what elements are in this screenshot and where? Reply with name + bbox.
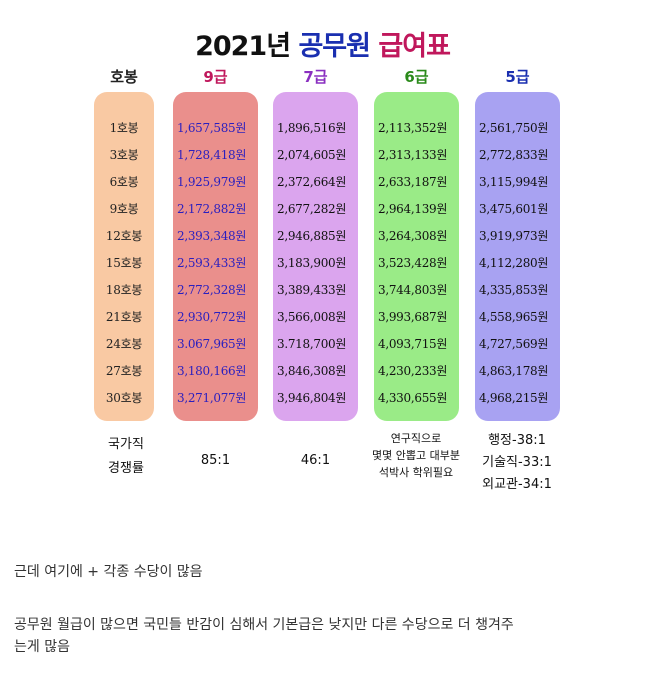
header-grade-5: 5급 <box>505 68 530 86</box>
footer-label: 국가직 경쟁률 <box>94 436 158 478</box>
grade-9-cell: 2,593,433원 <box>177 256 247 270</box>
column-grade-9-background <box>173 92 258 421</box>
grade-6-cell: 2,113,352원 <box>378 121 448 135</box>
grade-7-cell: 3.718,700원 <box>277 337 347 351</box>
footer-grade-6-line3: 석박사 학위필요 <box>378 466 454 479</box>
grade-9-cell: 3,180,166원 <box>177 364 247 378</box>
grade-7-cell: 2,677,282원 <box>277 202 347 216</box>
footer-grade-5-line1: 행정-38:1 <box>488 433 546 448</box>
ho-cell: 24호봉 <box>105 337 143 351</box>
grade-5-cell: 3,475,601원 <box>479 202 549 216</box>
grade-5-cell: 4,112,280원 <box>479 256 549 270</box>
grade-9-cell: 2,772,328원 <box>177 283 247 297</box>
grade-6-cell: 4,330,655원 <box>378 391 448 405</box>
column-grade-7-background <box>273 92 358 421</box>
column-ho-background <box>94 92 154 421</box>
grade-6-cell: 3,744,803원 <box>378 283 448 297</box>
grade-6-cell: 2,313,133원 <box>378 148 448 162</box>
note-line1: 근데 여기에 + 각종 수당이 많음 <box>14 564 203 580</box>
footer-grade-7-ratio: 46:1 <box>300 453 331 468</box>
grade-5-cell: 3,919,973원 <box>479 229 549 243</box>
column-grade-6-background <box>374 92 459 421</box>
footer-grade-5-ratios: 행정-38:1 기술직-33:1 외교관-34:1 <box>467 430 567 496</box>
grade-7-cell: 1,896,516원 <box>277 121 347 135</box>
footer-grade-5-line2: 기술직-33:1 <box>482 455 552 470</box>
grade-5-cell: 3,115,994원 <box>479 175 549 189</box>
footer-grade-5-line3: 외교관-34:1 <box>482 477 552 492</box>
page-title: 2021년 공무원 급여표 <box>0 24 645 63</box>
ho-cell: 30호봉 <box>105 391 143 405</box>
footer-grade-6-line2: 몇몇 안뽑고 대부분 <box>372 449 460 462</box>
ho-cell: 12호봉 <box>105 229 143 243</box>
note-line2: 공무원 월급이 많으면 국민들 반감이 심해서 기본급은 낮지만 다른 수당으로… <box>14 617 514 633</box>
grade-6-cell: 3,523,428원 <box>378 256 448 270</box>
grade-9-cell: 3.067,965원 <box>177 337 247 351</box>
grade-7-cell: 2,372,664원 <box>277 175 347 189</box>
ho-cell: 9호봉 <box>109 202 139 216</box>
footer-grade-6-note: 연구직으로 몇몇 안뽑고 대부분 석박사 학위필요 <box>356 430 476 481</box>
footer-label-line1: 국가직 <box>108 437 144 452</box>
grade-9-cell: 2,172,882원 <box>177 202 247 216</box>
ho-cell: 3호봉 <box>109 148 139 162</box>
header-ho: 호봉 <box>110 68 138 86</box>
grade-6-cell: 2,633,187원 <box>378 175 448 189</box>
grade-9-cell: 2,930,772원 <box>177 310 247 324</box>
grade-5-cell: 4,558,965원 <box>479 310 549 324</box>
grade-6-cell: 2,964,139원 <box>378 202 448 216</box>
grade-5-cell: 4,968,215원 <box>479 391 549 405</box>
grade-7-cell: 2,946,885원 <box>277 229 347 243</box>
grade-5-cell: 2,561,750원 <box>479 121 549 135</box>
grade-6-cell: 4,230,233원 <box>378 364 448 378</box>
ho-cell: 21호봉 <box>105 310 143 324</box>
ho-cell: 27호봉 <box>105 364 143 378</box>
ho-cell: 6호봉 <box>109 175 139 189</box>
grade-9-cell: 1,728,418원 <box>177 148 247 162</box>
footer-label-line2: 경쟁률 <box>108 461 144 476</box>
grade-6-cell: 3,264,308원 <box>378 229 448 243</box>
grade-5-cell: 4,727,569원 <box>479 337 549 351</box>
column-grade-5-background <box>475 92 560 421</box>
grade-6-cell: 4,093,715원 <box>378 337 448 351</box>
ho-cell: 18호봉 <box>105 283 143 297</box>
title-salary-table: 급여표 <box>378 31 451 62</box>
grade-7-cell: 3,389,433원 <box>277 283 347 297</box>
ho-cell: 15호봉 <box>105 256 143 270</box>
grade-7-cell: 3,566,008원 <box>277 310 347 324</box>
grade-7-cell: 3,946,804원 <box>277 391 347 405</box>
grade-5-cell: 4,863,178원 <box>479 364 549 378</box>
grade-6-cell: 3,993,687원 <box>378 310 448 324</box>
header-grade-7: 7급 <box>303 68 328 86</box>
grade-5-cell: 2,772,833원 <box>479 148 549 162</box>
title-year: 2021년 <box>195 31 291 62</box>
grade-9-cell: 1,925,979원 <box>177 175 247 189</box>
grade-7-cell: 2,074,605원 <box>277 148 347 162</box>
grade-9-cell: 3,271,077원 <box>177 391 247 405</box>
grade-7-cell: 3,183,900원 <box>277 256 347 270</box>
ho-cell: 1호봉 <box>109 121 139 135</box>
footer-grade-9-ratio: 85:1 <box>200 453 231 468</box>
grade-5-cell: 4,335,853원 <box>479 283 549 297</box>
grade-9-cell: 2,393,348원 <box>177 229 247 243</box>
title-civil-servant: 공무원 <box>298 31 371 62</box>
header-grade-6: 6급 <box>404 68 429 86</box>
grade-9-cell: 1,657,585원 <box>177 121 247 135</box>
header-grade-9: 9급 <box>203 68 228 86</box>
footer-grade-6-line1: 연구직으로 <box>390 432 442 445</box>
grade-7-cell: 3,846,308원 <box>277 364 347 378</box>
note-line3: 는게 많음 <box>14 639 70 655</box>
